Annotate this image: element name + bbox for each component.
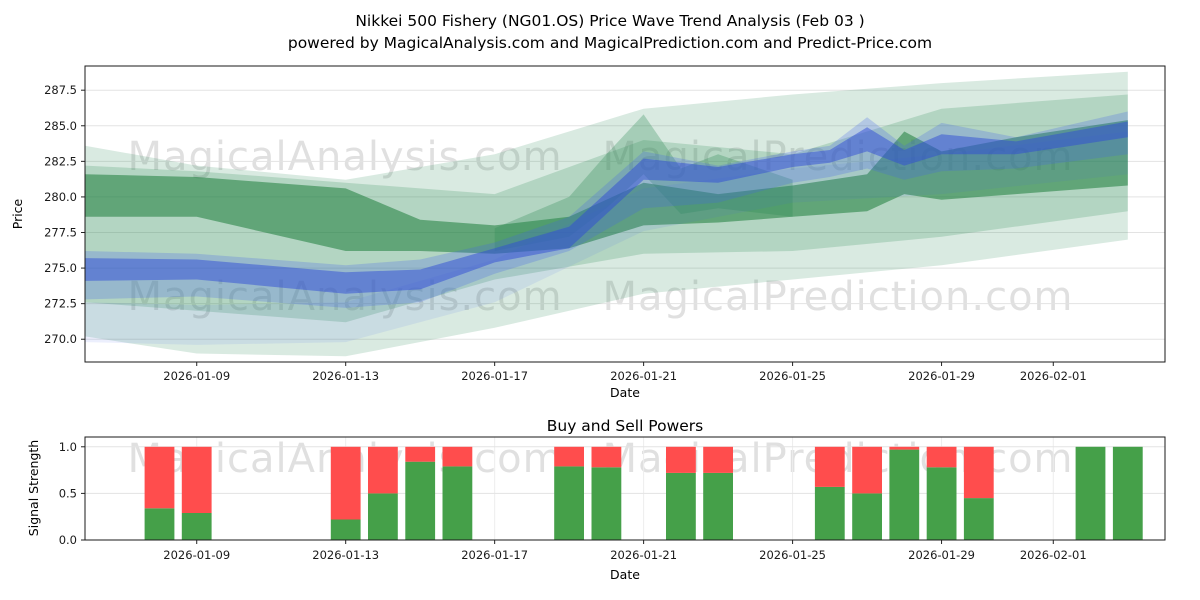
price-x-axis-label: Date [610, 385, 640, 400]
signal-y-axis-label: Signal Strength [26, 440, 41, 536]
signal-chart-bars [144, 446, 1143, 540]
y-tick-label: 272.5 [44, 297, 77, 311]
sell-power-bar [144, 446, 175, 509]
sell-power-bar [926, 446, 957, 468]
y-tick-label: 270.0 [44, 332, 77, 346]
price-chart-axes: 270.0 272.5 275.0 277.5 280.0 282.5 285.0 287.5… [44, 83, 1087, 383]
wave-band-green-core [85, 120, 1128, 254]
sell-power-bar [442, 446, 473, 467]
price-chart-bands [85, 71, 1128, 357]
x-tick-label: 2026-02-01 [1020, 369, 1087, 383]
sell-power-bar [889, 446, 920, 450]
signal-x-axis-label: Date [610, 567, 640, 582]
wave-band-green-spike [494, 114, 793, 252]
buy-power-bar [1075, 446, 1106, 540]
buy-power-bar [703, 472, 733, 540]
x-tick-label: 2026-01-13 [312, 369, 379, 383]
buy-power-bar [889, 449, 920, 540]
x-tick-label: 2026-01-21 [610, 369, 677, 383]
sell-power-bar [963, 446, 994, 499]
x-tick-label: 2026-01-17 [461, 548, 528, 562]
signal-plot-frame [84, 436, 1166, 541]
watermark-prediction-mid: MagicalPrediction.com [603, 274, 1074, 320]
buy-power-bar [591, 467, 622, 540]
x-tick-label: 2026-01-25 [759, 369, 826, 383]
signal-chart-axes: 2026-01-09 2026-01-13 2026-01-17 2026-01-21… [59, 440, 1087, 562]
buy-power-bar [442, 466, 473, 540]
sell-power-bar [814, 446, 845, 487]
x-tick-label: 2026-01-09 [163, 369, 230, 383]
wave-band-blue-core [85, 121, 1128, 294]
page-title-line1: Nikkei 500 Fishery (NG01.OS) Price Wave … [355, 12, 864, 30]
price-y-axis-label: Price [10, 198, 25, 229]
x-tick-label: 2026-01-21 [610, 548, 677, 562]
y-tick-label: 280.0 [44, 190, 77, 204]
buy-power-bar [963, 498, 994, 540]
sell-power-bar [666, 446, 696, 473]
sell-power-bar [368, 446, 398, 494]
wave-band-blue-pale-low [85, 131, 1128, 345]
page-title-line2: powered by MagicalAnalysis.com and Magic… [288, 34, 932, 52]
y-tick-label: 277.5 [44, 226, 77, 240]
signal-chart-title: Buy and Sell Powers [547, 417, 704, 435]
x-tick-label: 2026-01-09 [163, 548, 230, 562]
buy-power-bar [405, 461, 436, 540]
sell-power-bar [852, 446, 882, 494]
y-tick-label: 1.0 [59, 440, 77, 454]
buy-power-bar [144, 508, 175, 540]
buy-power-bar [666, 472, 696, 540]
buy-power-bar [330, 519, 361, 540]
x-tick-label: 2026-01-25 [759, 548, 826, 562]
buy-power-bar [1112, 446, 1143, 540]
sell-power-bar [405, 446, 436, 462]
y-tick-label: 275.0 [44, 261, 77, 275]
buy-power-bar [814, 486, 845, 540]
sell-power-bar [703, 446, 733, 473]
x-tick-label: 2026-01-17 [461, 369, 528, 383]
x-tick-label: 2026-02-01 [1020, 548, 1087, 562]
y-tick-label: 287.5 [44, 83, 77, 97]
price-plot-frame [84, 65, 1166, 363]
buy-power-bar [926, 467, 957, 540]
watermark-analysis-top: MagicalAnalysis.com [127, 134, 562, 180]
x-tick-label: 2026-01-29 [908, 548, 975, 562]
buy-power-bar [554, 466, 584, 540]
y-tick-label: 282.5 [44, 154, 77, 168]
y-tick-label: 285.0 [44, 119, 77, 133]
sell-power-bar [591, 446, 622, 468]
buy-power-bar [181, 513, 212, 540]
y-tick-label: 0.5 [59, 486, 77, 500]
buy-power-bar [852, 493, 882, 540]
y-tick-label: 0.0 [59, 533, 77, 547]
sell-power-bar [181, 446, 212, 513]
sell-power-bar [330, 446, 361, 520]
x-tick-label: 2026-01-13 [312, 548, 379, 562]
buy-power-bar [368, 493, 398, 540]
sell-power-bar [554, 446, 584, 467]
x-tick-label: 2026-01-29 [908, 369, 975, 383]
